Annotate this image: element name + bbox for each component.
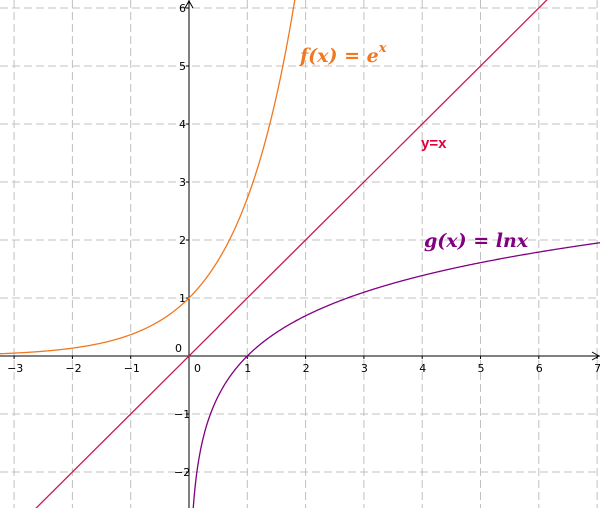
x-tick-label: 7 bbox=[594, 362, 600, 375]
x-tick-label: −3 bbox=[7, 362, 23, 375]
tick-labels: −3 −2 −1 0 1 2 3 4 5 6 7 −2 −1 0 1 2 3 4 5 6 bbox=[7, 2, 600, 479]
y-tick-label: −2 bbox=[174, 466, 190, 479]
log-curve-label: g(x) = lnx bbox=[424, 230, 529, 252]
y-tick-label: 1 bbox=[179, 292, 186, 305]
y-tick-label: 3 bbox=[179, 176, 186, 189]
x-tick-label: 5 bbox=[478, 362, 485, 375]
y-tick-label: −1 bbox=[174, 408, 190, 421]
y-tick-label: 6 bbox=[179, 2, 186, 15]
identity-line-label: y=x bbox=[421, 135, 447, 152]
x-tick-label: 4 bbox=[419, 362, 426, 375]
exp-curve-label: f(x) = ex bbox=[298, 41, 387, 67]
identity-line bbox=[35, 0, 548, 508]
y-tick-label: 4 bbox=[179, 118, 186, 131]
x-tick-label: 6 bbox=[536, 362, 543, 375]
y-tick-label: 5 bbox=[179, 60, 186, 73]
log-curve bbox=[192, 242, 600, 508]
exp-curve bbox=[0, 0, 296, 355]
x-tick-label: 2 bbox=[303, 362, 310, 375]
x-tick-label: 0 bbox=[194, 362, 201, 375]
x-tick-label: −2 bbox=[65, 362, 81, 375]
exp-curve-label-main: f(x) = e bbox=[298, 45, 379, 67]
y-axis-arrow bbox=[184, 0, 194, 9]
x-tick-label: 1 bbox=[244, 362, 251, 375]
y-tick-label: 2 bbox=[179, 234, 186, 247]
exp-curve-label-exponent: x bbox=[378, 41, 387, 56]
x-tick-label: −1 bbox=[124, 362, 140, 375]
x-axis-arrow bbox=[591, 351, 600, 361]
y-tick-label: 0 bbox=[175, 342, 182, 355]
x-tick-label: 3 bbox=[361, 362, 368, 375]
